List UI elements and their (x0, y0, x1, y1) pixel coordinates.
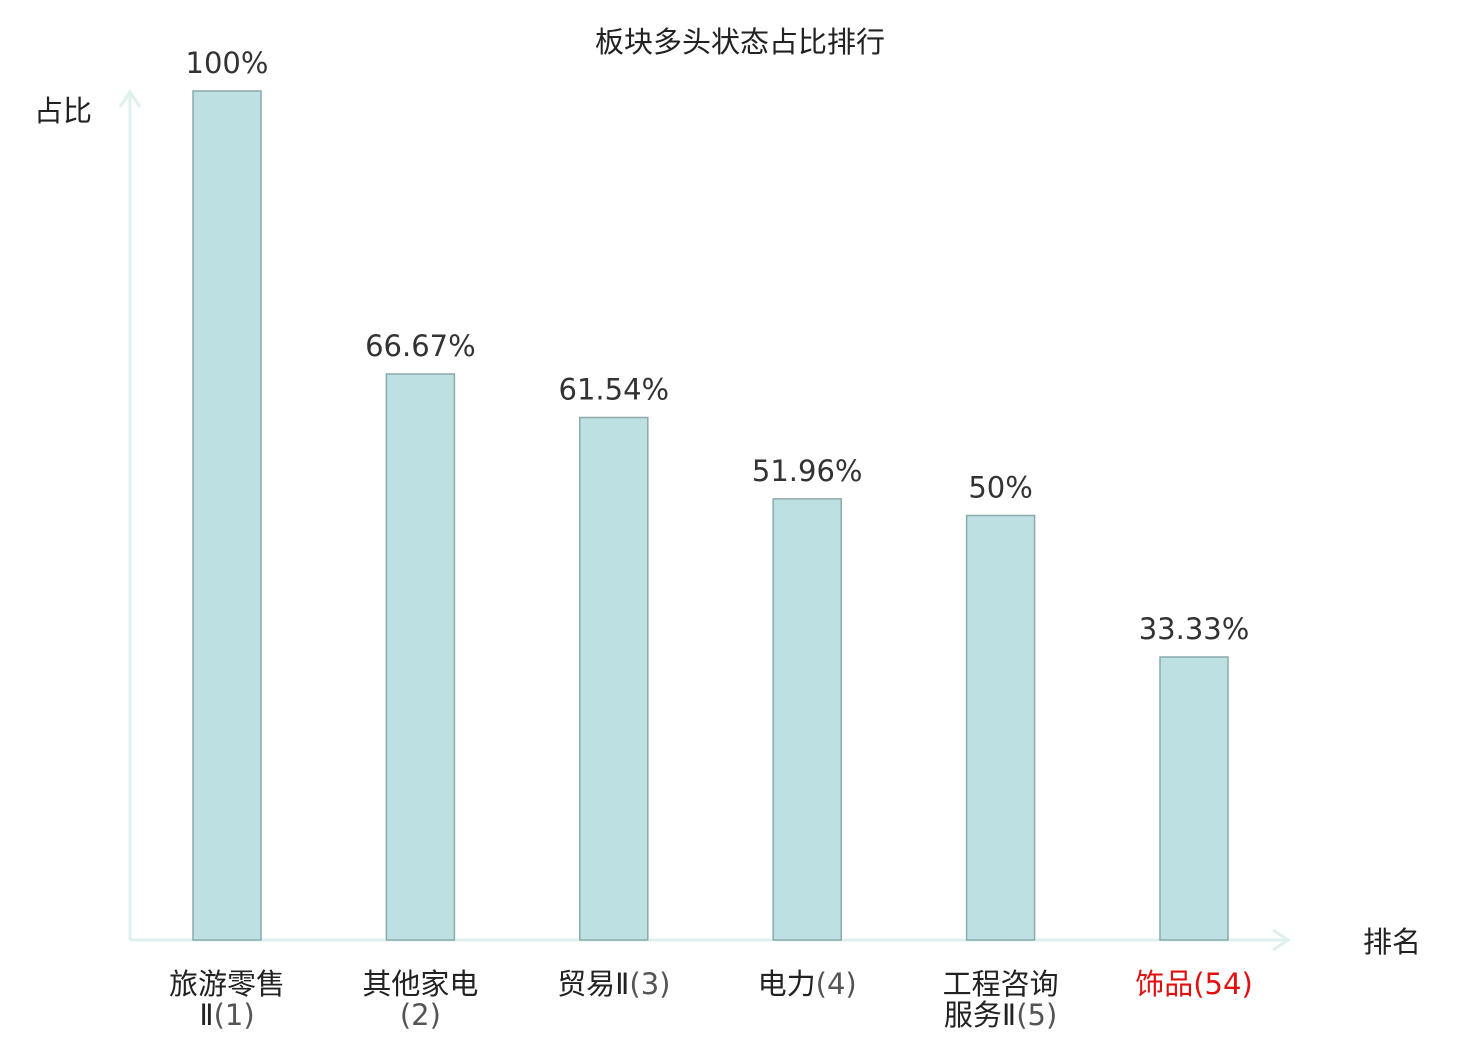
category-tick-label: 服务Ⅱ(5) (944, 998, 1057, 1032)
category-tick-label: 工程咨询 (943, 967, 1059, 1001)
bar (385, 373, 456, 941)
category-tick-label: 贸易Ⅱ(3) (557, 967, 670, 1001)
data-label: 50% (968, 471, 1032, 505)
data-label: 66.67% (365, 329, 476, 363)
category-tick-label: Ⅱ(1) (199, 998, 254, 1032)
bar (965, 514, 1036, 941)
value-labels-layer: 100% 66.67% 61.54% 51.96% 50% 33.33% (186, 46, 1250, 646)
bar (772, 498, 842, 941)
bars-layer (192, 90, 1229, 941)
bar (192, 90, 262, 941)
data-label: 61.54% (559, 373, 670, 407)
bar (579, 416, 649, 941)
category-tick-label: 饰品(54) (1135, 967, 1253, 1001)
category-tick-label: 其他家电 (362, 967, 478, 1001)
x-axis (130, 928, 1291, 952)
data-label: 51.96% (752, 454, 863, 488)
y-axis (118, 89, 142, 940)
data-label: 100% (186, 46, 269, 80)
category-tick-label: (2) (400, 998, 441, 1032)
y-axis-label: 占比 (34, 94, 92, 128)
chart-title: 板块多头状态占比排行 (595, 25, 885, 59)
category-tick-label: 电力(4) (758, 967, 857, 1001)
bar (1159, 656, 1229, 941)
data-label: 33.33% (1139, 612, 1250, 646)
x-axis-label: 排名 (1363, 925, 1421, 959)
x-axis-arrow-icon (1272, 928, 1291, 952)
y-axis-arrow-icon (118, 89, 142, 108)
category-tick-label: 旅游零售 (169, 967, 285, 1001)
